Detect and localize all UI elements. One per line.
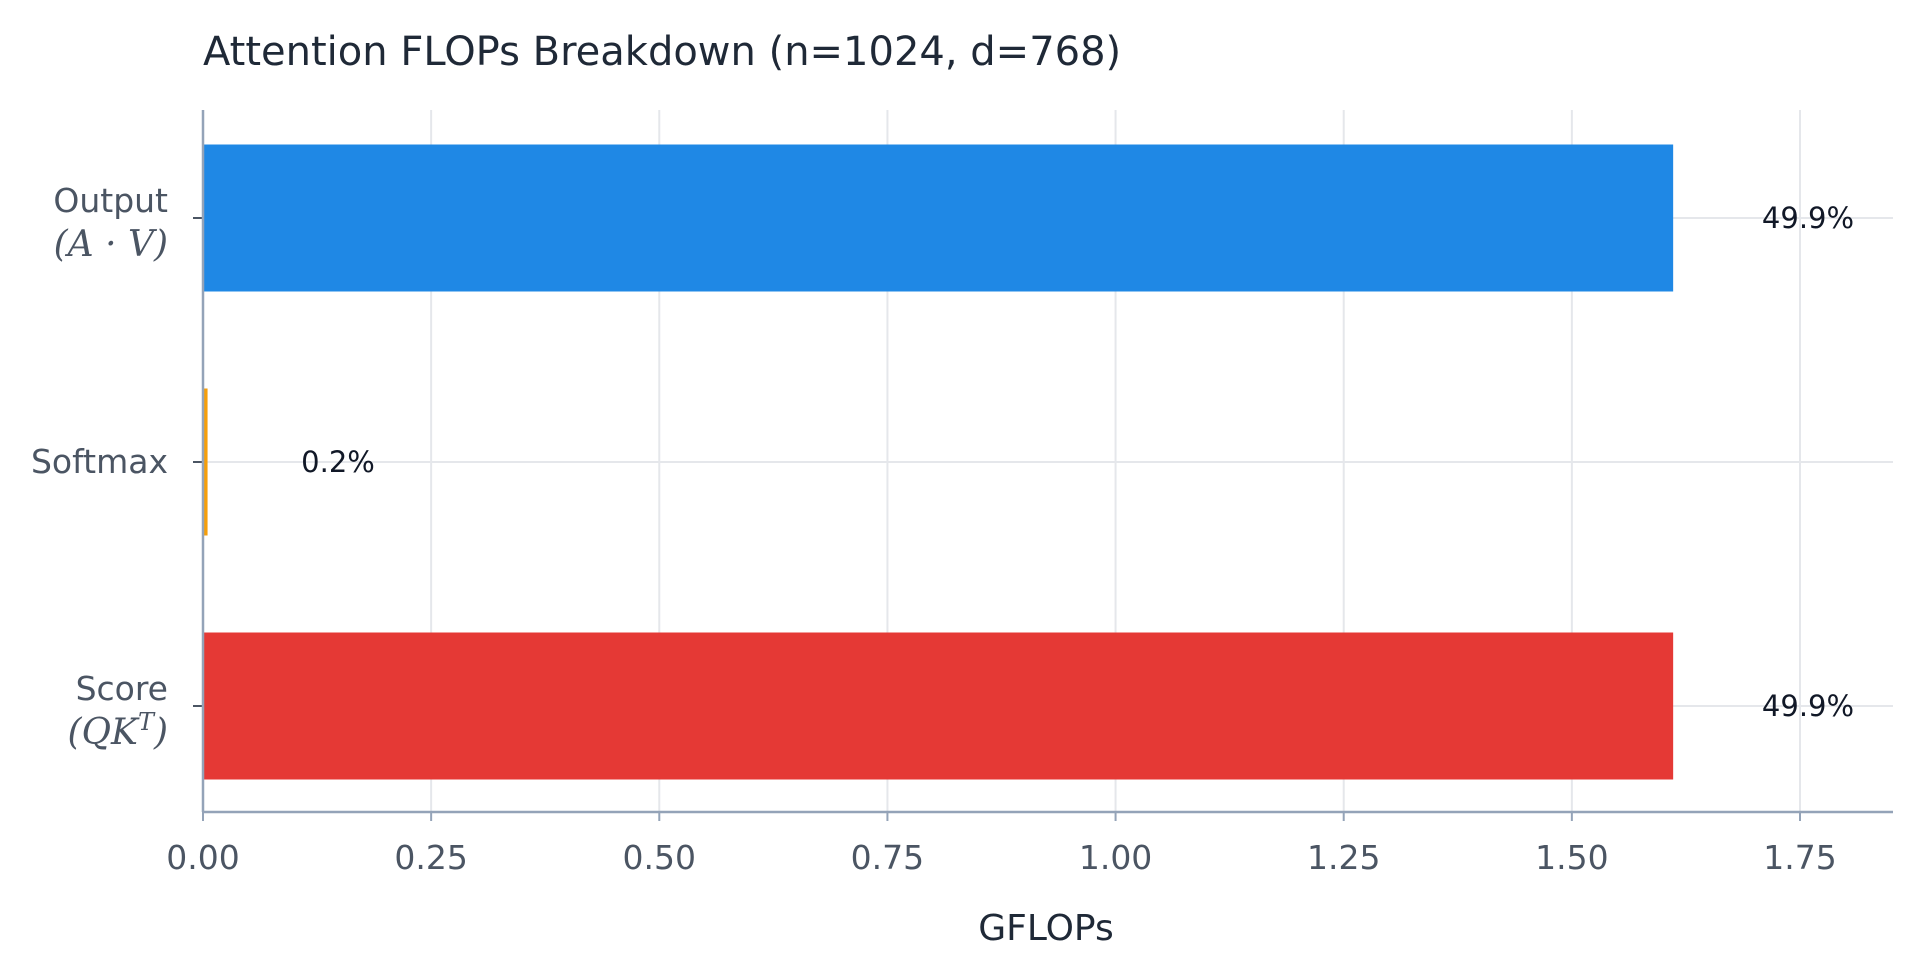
percent-label: 49.9% bbox=[1762, 201, 1854, 235]
chart-title: Attention FLOPs Breakdown (n=1024, d=768… bbox=[203, 29, 1121, 75]
category-label: Softmax bbox=[31, 442, 168, 481]
x-tick-label: 1.25 bbox=[1307, 838, 1380, 877]
x-tick-label: 0.50 bbox=[623, 838, 696, 877]
percent-label: 0.2% bbox=[301, 445, 375, 479]
category-math-label: (A · V) bbox=[54, 224, 168, 265]
x-tick-label: 0.75 bbox=[851, 838, 924, 877]
labels-layer: 0.00 0.25 0.50 0.75 1.00 1.25 1.50 1.75 49.9% Out… bbox=[31, 181, 1854, 877]
category-math-label: (QKT) bbox=[67, 708, 168, 753]
x-tick-label: 1.75 bbox=[1763, 838, 1836, 877]
x-tick-label: 0.00 bbox=[166, 838, 239, 877]
bars-layer bbox=[203, 144, 1674, 780]
percent-label: 49.9% bbox=[1762, 689, 1854, 723]
x-tick-label: 0.25 bbox=[394, 838, 467, 877]
bar-score bbox=[203, 632, 1674, 780]
x-tick-label: 1.50 bbox=[1535, 838, 1608, 877]
x-axis-label: GFLOPs bbox=[978, 908, 1114, 949]
bar-output bbox=[203, 144, 1674, 292]
bar-softmax bbox=[203, 388, 208, 536]
x-tick-label: 1.00 bbox=[1079, 838, 1152, 877]
category-label: Output bbox=[53, 181, 168, 220]
axes-layer bbox=[193, 110, 1893, 821]
category-label: Score bbox=[76, 669, 168, 708]
